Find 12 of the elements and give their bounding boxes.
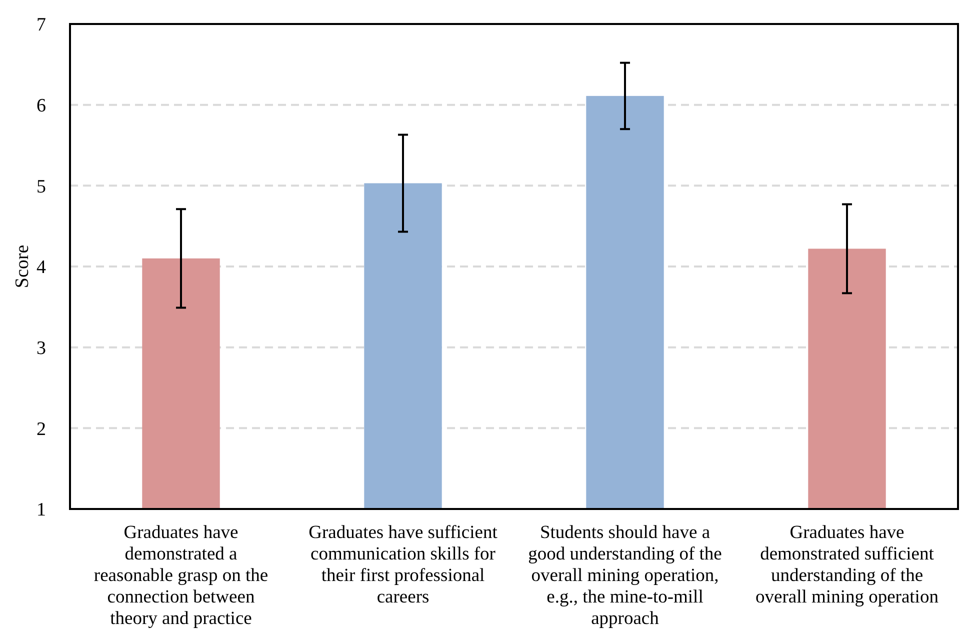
y-tick-label: 2 <box>36 418 46 440</box>
y-tick-label: 7 <box>36 14 46 36</box>
y-tick-label: 6 <box>36 95 46 116</box>
y-axis-title: Score <box>12 244 33 288</box>
x-tick-label: Graduates have demonstrated sufficient understanding of the overall mining operation <box>756 523 938 608</box>
y-tick-label: 3 <box>36 338 46 359</box>
x-tick-label: Students should have a good understanding of the overall mining operation, e.g., the mine-to-mill approach <box>528 523 722 629</box>
y-tick-label: 5 <box>36 176 46 198</box>
y-tick-label: 1 <box>36 500 46 521</box>
x-tick-label: Graduates have demonstrated a reasonable grasp on the connection between theory and practice <box>94 523 268 629</box>
x-tick-label: Graduates have sufficient communication skills for their first professional careers <box>308 523 498 608</box>
y-tick-label: 4 <box>36 257 46 278</box>
